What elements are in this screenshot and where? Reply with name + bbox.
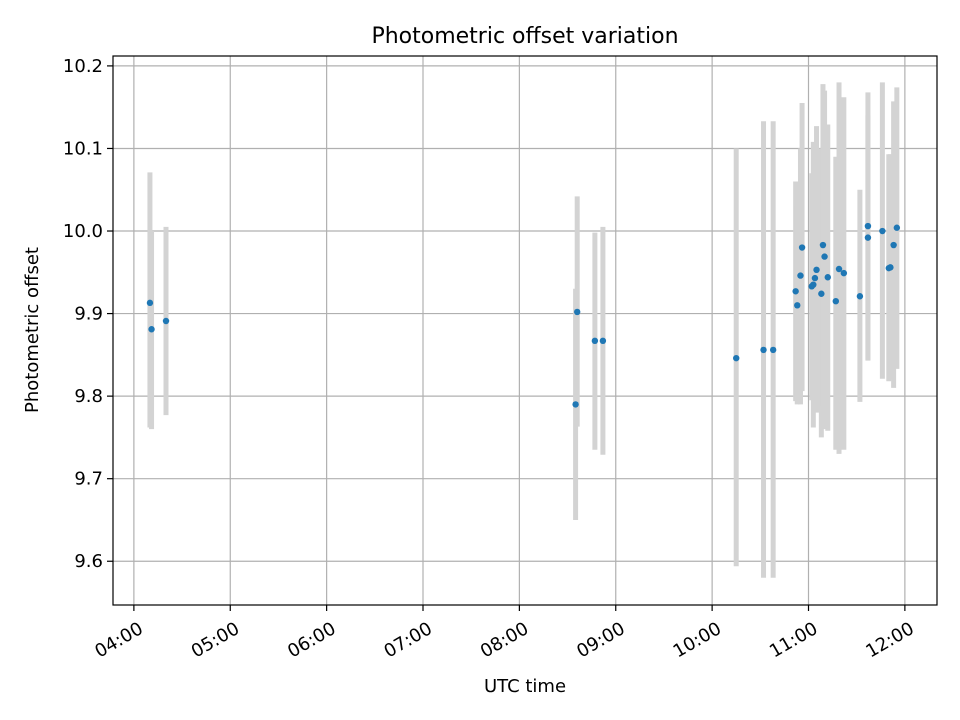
data-point [818, 290, 825, 297]
data-point [792, 288, 799, 295]
y-tick-label: 9.9 [74, 304, 103, 325]
data-point [893, 224, 901, 231]
data-point [599, 337, 607, 345]
x-axis-label: UTC time [484, 676, 566, 697]
data-point [832, 297, 840, 305]
data-point [840, 269, 848, 277]
y-axis-label: Photometric offset [22, 247, 43, 413]
data-point [821, 253, 828, 260]
data-point [879, 227, 886, 235]
data-point [810, 281, 817, 288]
chart-title: Photometric offset variation [371, 24, 678, 49]
data-point [856, 293, 864, 300]
data-point [819, 241, 827, 249]
data-point [798, 244, 806, 251]
data-point [890, 241, 897, 249]
data-points [146, 222, 901, 408]
data-point [811, 274, 819, 282]
data-point [162, 317, 170, 325]
y-tick-label: 10.1 [63, 138, 103, 159]
y-tick-label: 10.0 [63, 221, 103, 242]
data-point [864, 222, 872, 230]
data-point [813, 266, 820, 274]
y-tick-label: 9.8 [74, 386, 103, 407]
data-point [835, 265, 843, 273]
data-point [760, 346, 767, 354]
data-point [733, 354, 740, 362]
data-point [574, 308, 581, 316]
y-tick-label: 10.2 [63, 56, 103, 77]
data-point [794, 302, 801, 309]
y-tick-label: 9.6 [74, 551, 103, 572]
data-point [864, 234, 872, 241]
grid-lines [113, 56, 937, 605]
y-tick-label: 9.7 [74, 469, 103, 490]
data-point [591, 337, 599, 345]
data-point [769, 346, 777, 354]
data-point [148, 326, 155, 333]
plot-frame [112, 55, 938, 606]
data-point [797, 272, 804, 279]
data-point [824, 274, 831, 281]
data-point [887, 264, 894, 271]
data-point [146, 299, 154, 307]
data-point [572, 401, 579, 408]
